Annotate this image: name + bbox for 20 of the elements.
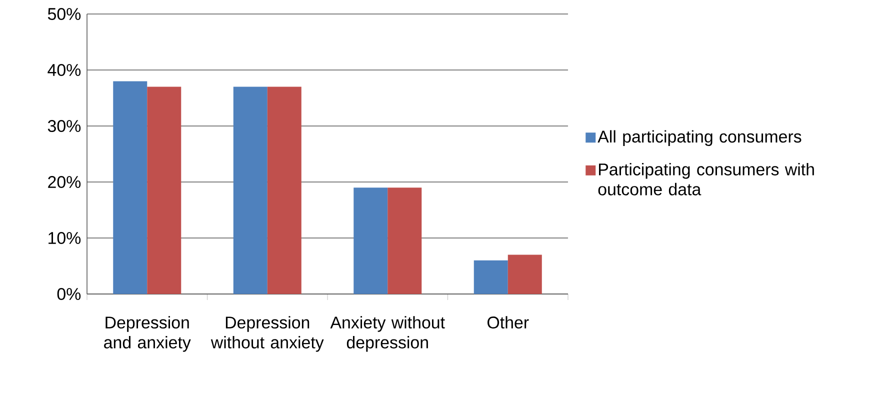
bar: [354, 188, 388, 294]
bar: [474, 260, 508, 294]
y-tick-label: 30%: [48, 120, 81, 132]
bar: [508, 254, 542, 294]
y-tick-label: 0%: [57, 288, 81, 300]
bar: [388, 188, 422, 294]
x-tick-label: Depression without anxiety: [210, 316, 324, 352]
bar: [233, 86, 268, 294]
y-tick-label: 10%: [48, 232, 81, 244]
bar: [147, 86, 182, 294]
x-tick-label: Depression and anxiety: [104, 316, 191, 352]
legend-label: All participating consumers: [598, 130, 802, 146]
bar: [267, 86, 302, 294]
y-tick-label: 50%: [48, 8, 81, 20]
legend-label: Participating consumers with outcome data: [598, 163, 814, 196]
y-tick-label: 20%: [48, 176, 81, 188]
x-tick-label: Anxiety without depression: [330, 316, 445, 352]
y-tick-label: 40%: [48, 64, 81, 76]
bar: [113, 81, 148, 294]
x-tick-label: Other: [488, 316, 529, 329]
